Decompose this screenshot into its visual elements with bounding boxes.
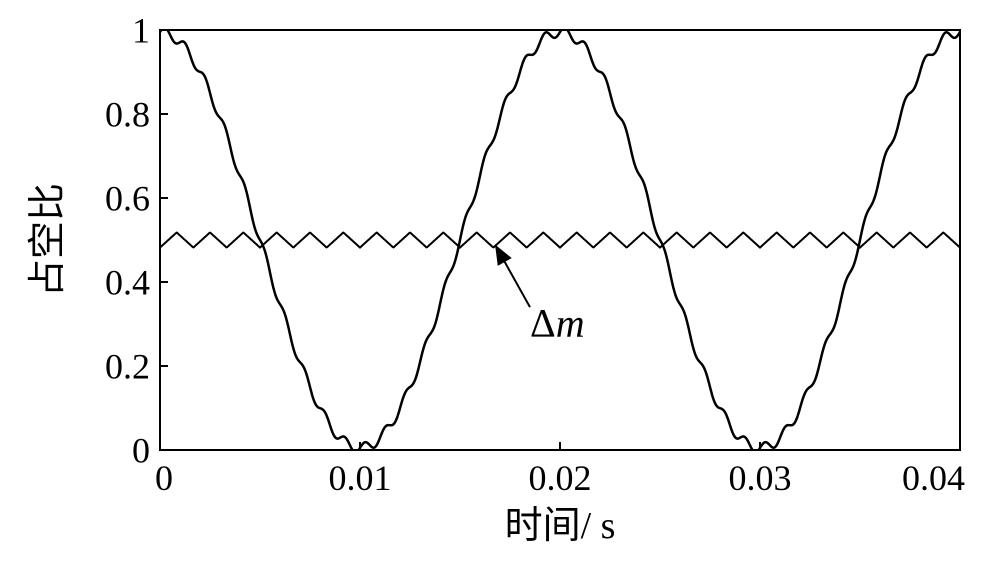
y-tick-label: 1	[132, 11, 150, 51]
annotation-arrow	[496, 246, 530, 307]
y-tick-label: 0.2	[105, 347, 150, 387]
y-tick-label: 0	[132, 431, 150, 471]
plot-border	[160, 30, 960, 450]
y-axis-label: 占空比	[27, 183, 69, 297]
annotation-label: Δm	[530, 301, 585, 346]
series-delta-m	[160, 233, 960, 248]
x-tick-label: 0.03	[729, 458, 792, 498]
y-tick-label: 0.8	[105, 95, 150, 135]
y-tick-label: 0.6	[105, 179, 150, 219]
x-tick-label: 0.01	[329, 458, 392, 498]
series-duty-cycle-main	[160, 28, 960, 453]
x-axis-label: 时间/ s	[505, 505, 616, 547]
x-tick-label: 0.04	[902, 458, 965, 498]
x-tick-label: 0.02	[529, 458, 592, 498]
x-tick-label: 0	[155, 458, 173, 498]
y-tick-label: 0.4	[105, 263, 150, 303]
chart-container: 0 0.01 0.02 0.03 0.04 0 0.2 0.4 0.6 0.8 1 时间/ s 占空比 Δ…	[0, 0, 1000, 562]
duty-cycle-chart: 0 0.01 0.02 0.03 0.04 0 0.2 0.4 0.6 0.8 1 时间/ s 占空比 Δ…	[0, 0, 1000, 562]
